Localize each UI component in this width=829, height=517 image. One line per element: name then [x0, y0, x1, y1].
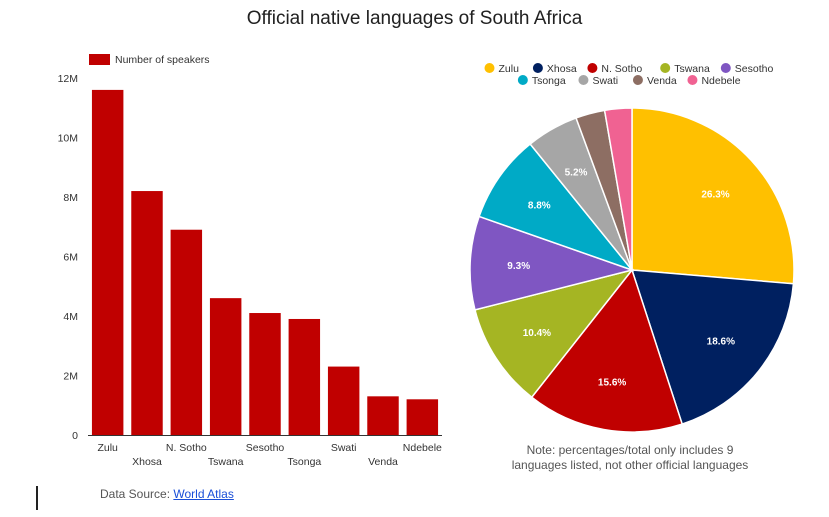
bar-chart: 0 2M 4M 6M 8M 10M 12M Zulu Xhosa N. SothoTswanaSe… [58, 54, 442, 468]
pie-note-line1: Note: percentages/total only includes 9 [526, 443, 734, 457]
pie-legend-label: Xhosa [547, 63, 577, 75]
pie-slice-label: 15.6% [598, 378, 626, 389]
bar-tswana [209, 298, 242, 435]
pie-legend: Zulu Xhosa N. Sotho Tswana Sesotho Tsonga Swat… [484, 63, 774, 87]
pie-slice-label: 5.2% [565, 167, 588, 178]
pie-slice-zulu [631, 107, 795, 285]
data-source-prefix: Data Source: [100, 487, 174, 501]
y-tick-label: 8M [63, 192, 78, 204]
x-tick-label: Sesotho [246, 442, 285, 454]
y-tick-label: 12M [58, 73, 78, 85]
bar-sesotho [249, 313, 281, 435]
pie-slice-tsonga [478, 142, 635, 272]
pie-note: Note: percentages/total only includes 9 … [490, 443, 770, 473]
x-tick-label: Swati [331, 442, 357, 454]
y-tick-label: 4M [63, 311, 78, 323]
pie-legend-label: N. Sotho [601, 63, 642, 75]
pie-slice-label: 8.8% [528, 201, 551, 212]
bar-legend-swatch [89, 54, 110, 65]
pie-slice-label: 18.6% [707, 336, 735, 347]
bar-xhosa [131, 191, 163, 435]
bar-venda [367, 396, 399, 435]
pie-legend-swatch [484, 63, 495, 73]
x-tick-label: Ndebele [403, 442, 442, 454]
pie-slice-ndebele [603, 107, 633, 271]
pie-slice-label: 9.3% [507, 261, 530, 272]
pie-legend-swatch [632, 75, 643, 85]
y-tick-label: 2M [63, 371, 78, 383]
pie-legend-swatch [687, 75, 698, 85]
x-tick-label: Venda [368, 456, 398, 468]
data-source: Data Source: World Atlas [100, 487, 234, 501]
pie-legend-swatch [578, 75, 589, 85]
pie-slice-label: 26.3% [701, 189, 729, 200]
data-source-link[interactable]: World Atlas [173, 487, 234, 501]
pie-legend-swatch [587, 63, 598, 73]
pie-legend-swatch [720, 63, 731, 73]
pie-slice-xhosa [630, 269, 795, 425]
x-tick-label: Tsonga [287, 456, 321, 468]
pie-legend-swatch [517, 75, 528, 85]
pie-legend-label: Swati [592, 75, 618, 87]
x-tick-label: Xhosa [132, 456, 162, 468]
pie-note-line2: languages listed, not other official lan… [511, 458, 749, 472]
x-tick-label: Zulu [97, 442, 118, 454]
bar-legend-label: Number of speakers [115, 54, 210, 66]
text-cursor [36, 486, 38, 510]
x-tick-label: N. Sotho [166, 442, 207, 454]
pie-legend-label: Tswana [674, 63, 710, 75]
pie-legend-label: Venda [647, 75, 677, 87]
x-tick-label: Tswana [208, 456, 244, 468]
chart-title: Official native languages of South Afric… [246, 8, 583, 29]
pie-slice-label: 10.4% [523, 328, 551, 339]
pie-slice-sesotho [469, 215, 635, 311]
pie-chart: 26.3% 18.6% 15.6% 10.4% 9.3% 8.8% 5.2% [469, 107, 795, 433]
bar-ndebele [406, 399, 439, 435]
y-tick-label: 6M [63, 252, 78, 264]
y-tick-label: 0 [72, 430, 78, 442]
bar-n-sotho [170, 229, 203, 435]
pie-legend-label: Ndebele [701, 75, 740, 87]
bar-tsonga [288, 318, 321, 435]
pie-legend-swatch [660, 63, 671, 73]
bar-swati [327, 366, 360, 435]
bar-zulu [91, 89, 124, 436]
pie-legend-swatch [532, 63, 543, 73]
pie-legend-label: Tsonga [532, 75, 566, 87]
pie-slice-tswana [474, 268, 634, 399]
pie-slice-n-sotho [530, 268, 684, 433]
pie-legend-label: Zulu [499, 63, 520, 75]
y-tick-label: 10M [58, 133, 78, 145]
pie-legend-label: Sesotho [735, 63, 774, 75]
